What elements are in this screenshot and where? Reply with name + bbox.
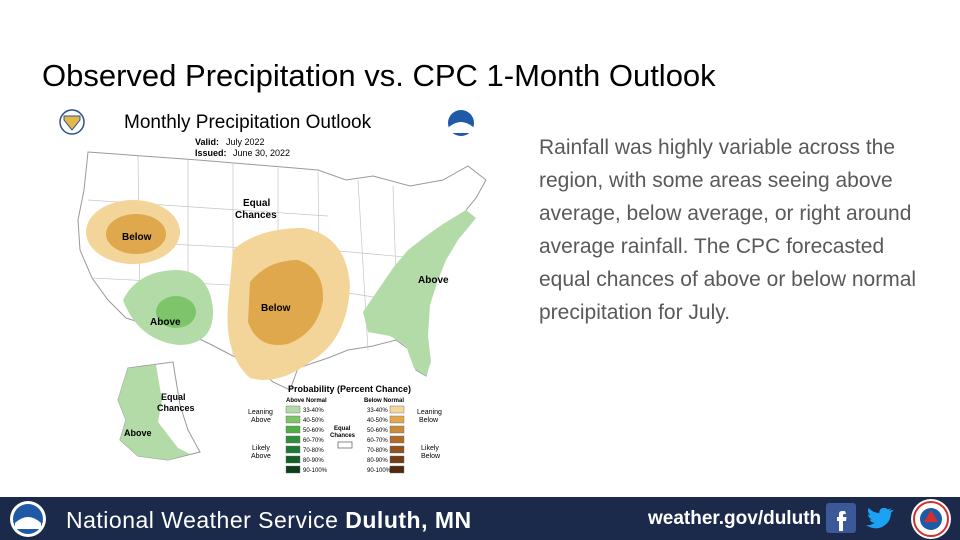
legend-swatch-above-3	[285, 435, 301, 444]
legend-swatch-above-6	[285, 465, 301, 474]
legend-leaning-below-1: Leaning	[417, 409, 442, 416]
legend-range-above-1: 40-50%	[303, 418, 324, 424]
legend-swatch-above-5	[285, 455, 301, 464]
legend-above-swatches: 33-40% 40-50% 50-60% 60-70% 70-80% 80-90% 90-1…	[285, 405, 328, 474]
legend-likely-above-2: Above	[251, 453, 271, 460]
alaska-region	[117, 361, 201, 461]
facebook-icon[interactable]	[826, 503, 856, 533]
legend-range-above-2: 50-60%	[303, 428, 324, 434]
legend-leaning-above-2: Above	[251, 417, 271, 424]
legend-range-above-3: 60-70%	[303, 438, 324, 444]
legend-range-below-2: 50-60%	[367, 428, 388, 434]
precipitation-outlook-map: Monthly Precipitation Outlook Valid: Jul…	[28, 100, 508, 478]
legend-range-below-0: 33-40%	[367, 408, 388, 414]
legend-above-header: Above Normal	[286, 398, 327, 404]
legend-range-below-6: 90-100%	[367, 468, 392, 474]
region-below-west	[86, 200, 180, 264]
legend-below-swatches: 33-40% 40-50% 50-60% 60-70% 70-80% 80-90% 90-1…	[367, 405, 405, 474]
map-title: Monthly Precipitation Outlook	[124, 112, 372, 133]
label-below-west: Below	[122, 232, 152, 243]
legend-swatch-below-2	[389, 425, 405, 434]
noaa-logo-left-icon	[59, 109, 85, 135]
valid-label: Valid:	[195, 137, 219, 147]
twitter-icon[interactable]	[864, 503, 894, 533]
legend-range-below-4: 70-80%	[367, 448, 388, 454]
footer-office: Duluth, MN	[345, 507, 472, 533]
legend-swatch-above-1	[285, 415, 301, 424]
legend-equal-2: Chances	[330, 433, 356, 439]
legend-range-below-3: 60-70%	[367, 438, 388, 444]
issued-value: June 30, 2022	[233, 148, 290, 158]
legend-swatch-above-4	[285, 445, 301, 454]
legend-leaning-above-1: Leaning	[248, 409, 273, 416]
legend-range-above-4: 70-80%	[303, 448, 324, 454]
legend-title: Probability (Percent Chance)	[288, 384, 411, 394]
region-above-east	[363, 210, 476, 376]
legend-leaning-below-2: Below	[419, 417, 439, 424]
label-above-east: Above	[418, 275, 449, 286]
legend-equal-1: Equal	[334, 426, 351, 432]
footer-org: National Weather Service	[66, 507, 339, 533]
label-equal-ak-1: Equal	[161, 392, 186, 402]
legend-swatch-below-3	[389, 435, 405, 444]
noaa-logo-right-icon	[448, 110, 474, 136]
legend-swatch-below-1	[389, 415, 405, 424]
label-below-central: Below	[261, 303, 291, 314]
legend-range-above-0: 33-40%	[303, 408, 324, 414]
legend-swatch-above-0	[285, 405, 301, 414]
legend-swatch-below-5	[389, 455, 405, 464]
legend-below-header: Below Normal	[364, 398, 404, 404]
map-legend: Probability (Percent Chance) Above Norma…	[248, 384, 442, 474]
region-above-southwest	[123, 270, 214, 345]
legend-range-above-6: 90-100%	[303, 468, 328, 474]
label-equal-chances-2: Chances	[235, 210, 277, 221]
region-below-central	[227, 228, 350, 380]
issued-label: Issued:	[195, 148, 227, 158]
valid-value: July 2022	[226, 137, 265, 147]
footer-bar: National Weather Service Duluth, MN weat…	[0, 497, 960, 540]
nws-seal-icon	[911, 499, 951, 539]
legend-range-below-1: 40-50%	[367, 418, 388, 424]
legend-likely-below-1: Likely	[421, 445, 439, 452]
legend-likely-above-1: Likely	[252, 445, 270, 452]
slide-title: Observed Precipitation vs. CPC 1-Month O…	[42, 58, 716, 93]
noaa-logo-icon	[10, 501, 46, 537]
footer-org-name: National Weather Service Duluth, MN	[66, 507, 472, 534]
legend-swatch-below-4	[389, 445, 405, 454]
label-above-southwest: Above	[150, 317, 181, 328]
label-above-alaska: Above	[124, 428, 152, 438]
label-equal-chances-1: Equal	[243, 198, 270, 209]
legend-swatch-below-0	[389, 405, 405, 414]
legend-swatch-below-6	[389, 465, 405, 474]
legend-likely-below-2: Below	[421, 453, 441, 460]
legend-range-below-5: 80-90%	[367, 458, 388, 464]
legend-range-above-5: 80-90%	[303, 458, 324, 464]
footer-website-link[interactable]: weather.gov/duluth	[648, 508, 822, 529]
legend-equal-swatch	[337, 441, 353, 449]
label-equal-ak-2: Chances	[157, 403, 195, 413]
slide-body-text: Rainfall was highly variable across the …	[539, 136, 917, 324]
legend-swatch-above-2	[285, 425, 301, 434]
